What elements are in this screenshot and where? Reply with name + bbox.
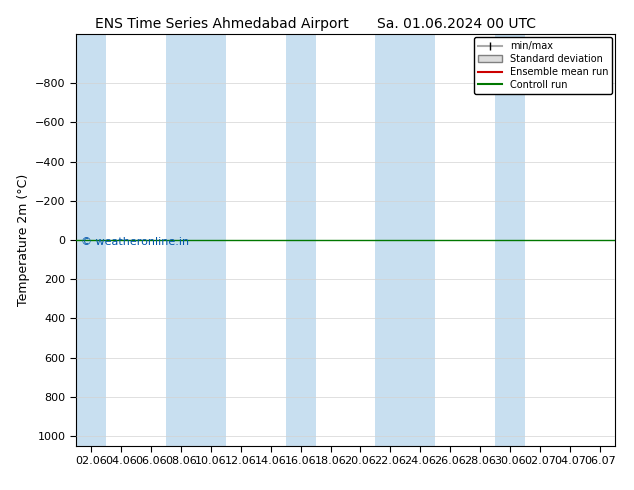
Text: © weatheronline.in: © weatheronline.in — [81, 237, 190, 247]
Bar — [405, 34, 436, 446]
Text: ENS Time Series Ahmedabad Airport: ENS Time Series Ahmedabad Airport — [95, 17, 349, 31]
Bar — [286, 34, 316, 446]
Bar — [495, 34, 525, 446]
Legend: min/max, Standard deviation, Ensemble mean run, Controll run: min/max, Standard deviation, Ensemble me… — [474, 37, 612, 94]
Bar — [196, 34, 226, 446]
Bar — [375, 34, 405, 446]
Bar — [76, 34, 106, 446]
Bar — [166, 34, 196, 446]
Y-axis label: Temperature 2m (°C): Temperature 2m (°C) — [16, 174, 30, 306]
Text: Sa. 01.06.2024 00 UTC: Sa. 01.06.2024 00 UTC — [377, 17, 536, 31]
